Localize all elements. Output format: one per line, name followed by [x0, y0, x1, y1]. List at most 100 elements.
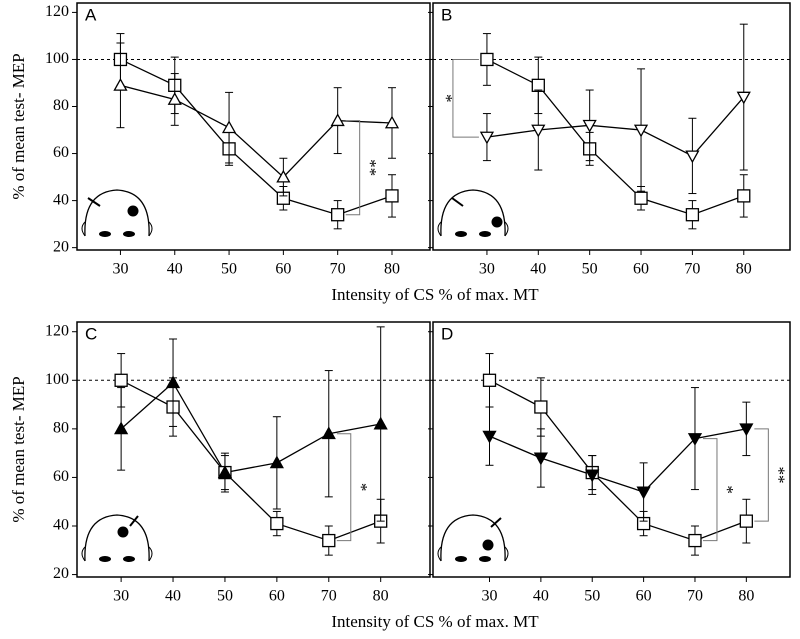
y-tick-label: 20 [53, 238, 69, 255]
y-axis-label: % of mean test- MEP [9, 53, 28, 199]
x-tick-label: 50 [217, 588, 233, 605]
x-tick-label: 80 [736, 261, 752, 278]
significance-bracket [702, 438, 718, 542]
head-icon [440, 189, 506, 237]
x-tick-label: 60 [275, 261, 291, 278]
marker [217, 465, 233, 479]
x-tick-label: 70 [684, 261, 700, 278]
x-tick-label: 30 [112, 261, 128, 278]
marker [534, 400, 548, 414]
marker [270, 516, 284, 531]
stimulation-site [491, 216, 503, 228]
marker [322, 533, 336, 548]
significance-bracket [336, 433, 352, 542]
y-tick-label: 40 [53, 191, 69, 208]
frame [432, 2, 791, 251]
y-tick-label: 120 [45, 322, 69, 339]
series-line [489, 379, 747, 542]
marker [373, 416, 388, 430]
stimulation-site [482, 539, 494, 551]
y-tick-label: 20 [53, 565, 69, 582]
significance-bracket [452, 58, 479, 138]
marker [531, 124, 546, 138]
x-tick-label: 50 [582, 261, 598, 278]
x-axis-label: Intensity of CS % of max. MT [331, 612, 539, 631]
x-tick-label: 80 [384, 261, 400, 278]
series-line [120, 58, 393, 216]
head-eye [455, 556, 467, 562]
coil-icon [451, 197, 464, 207]
marker [482, 373, 497, 387]
head-eye [99, 556, 111, 562]
marker [221, 120, 237, 134]
head-ear [437, 546, 442, 562]
stimulation-site [117, 526, 129, 538]
x-tick-label: 40 [167, 261, 183, 278]
marker [384, 115, 400, 129]
marker [688, 533, 702, 548]
x-axis-label: Intensity of CS % of max. MT [331, 285, 539, 304]
marker [113, 77, 128, 91]
significance-label: * [718, 485, 737, 494]
plot [77, 33, 430, 230]
y-tick-label: 80 [53, 97, 69, 114]
series-line [120, 379, 381, 542]
panel-label: A [85, 5, 97, 24]
marker [636, 486, 651, 500]
x-tick-label: 70 [687, 588, 703, 605]
series-line [486, 58, 744, 216]
coil-icon [87, 197, 101, 207]
marker [585, 469, 600, 483]
head-eye [123, 556, 135, 562]
panel-label: C [85, 324, 97, 343]
marker [482, 430, 497, 444]
x-tick-label: 30 [113, 588, 129, 605]
head-eye [479, 231, 491, 237]
series-line [486, 96, 745, 157]
marker [533, 452, 548, 466]
x-tick-label: 70 [330, 261, 346, 278]
marker [687, 433, 703, 446]
head-eye [99, 231, 111, 237]
frame [76, 2, 431, 251]
x-tick-label: 30 [479, 261, 495, 278]
head-eye [123, 231, 135, 237]
head-icon [84, 189, 150, 237]
y-tick-label: 120 [45, 3, 69, 20]
marker [633, 124, 649, 138]
y-tick-label: 60 [53, 468, 69, 485]
y-tick-label: 100 [45, 50, 69, 67]
head-ear [504, 546, 509, 562]
plot [433, 23, 790, 230]
significance-label: ** [769, 467, 788, 484]
y-axis-label: % of mean test- MEP [9, 376, 28, 522]
x-tick-label: 80 [738, 588, 754, 605]
frame [76, 321, 431, 578]
y-tick-label: 100 [45, 371, 69, 388]
significance-bracket [754, 428, 769, 522]
y-tick-label: 80 [53, 420, 69, 437]
marker [685, 208, 700, 222]
series-line [489, 428, 747, 493]
y-tick-label: 40 [53, 517, 69, 534]
head-ear [148, 546, 153, 562]
plot [77, 326, 430, 556]
significance-label: * [352, 483, 371, 492]
significance-label: ** [361, 159, 380, 176]
series-line [120, 381, 381, 474]
marker [739, 514, 753, 528]
head-icon [84, 514, 150, 562]
marker [480, 52, 494, 67]
x-tick-label: 60 [269, 588, 285, 605]
x-tick-label: 50 [221, 261, 237, 278]
head-eye [479, 556, 491, 562]
series-line [120, 84, 393, 178]
marker [114, 373, 128, 387]
plot [433, 353, 790, 556]
marker [479, 131, 495, 145]
head-ear [148, 221, 153, 237]
head-ear [437, 221, 442, 237]
marker [330, 113, 345, 127]
x-tick-label: 40 [533, 588, 549, 605]
marker [582, 119, 597, 133]
